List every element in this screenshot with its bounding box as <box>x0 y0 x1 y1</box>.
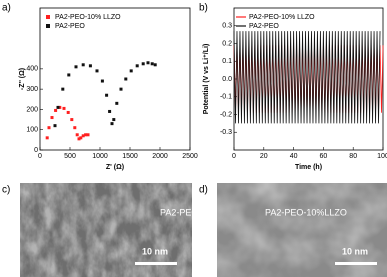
x-tick-label: 2000 <box>152 153 168 160</box>
x-tick-label: 40 <box>290 153 298 160</box>
y-tick-label: 0.0 <box>222 76 232 83</box>
legend-label: PA2-PEO-10% LLZO <box>55 14 121 21</box>
data-point <box>115 101 119 105</box>
legend-marker <box>46 15 50 19</box>
data-point <box>47 126 51 130</box>
plot-frame <box>39 7 191 151</box>
panel-label: a) <box>2 3 11 14</box>
x-tick-label: 20 <box>260 153 268 160</box>
data-point <box>70 118 74 122</box>
data-point <box>150 62 154 66</box>
x-tick-label: 0 <box>232 153 236 160</box>
data-point <box>112 118 116 122</box>
sem-texture <box>217 183 387 277</box>
y-axis-title: Potential (V vs Li⁺/Li) <box>203 44 210 115</box>
x-tick-label: 100 <box>377 153 387 160</box>
x-axis-title: Time (h) <box>295 164 322 171</box>
x-axis-title: Z' (Ω) <box>106 164 124 171</box>
image-caption: PA2-PEO <box>160 207 198 217</box>
data-point <box>61 87 65 91</box>
data-point <box>81 63 85 67</box>
x-tick-label: 1000 <box>92 153 108 160</box>
data-point <box>95 69 99 73</box>
x-tick-label: 80 <box>349 153 357 160</box>
data-point <box>66 110 70 114</box>
data-point <box>54 108 58 112</box>
data-point <box>108 109 112 113</box>
scale-bar-label: 10 nm <box>342 246 368 256</box>
data-point <box>45 136 49 140</box>
data-point <box>75 133 79 137</box>
data-point <box>88 64 92 68</box>
data-point <box>135 64 139 68</box>
data-point <box>124 77 128 81</box>
x-tick-label: 60 <box>320 153 328 160</box>
data-point <box>50 116 54 120</box>
data-line <box>233 31 381 124</box>
data-point <box>74 65 78 69</box>
y-tick-label: 0 <box>34 147 38 154</box>
data-point <box>129 69 133 73</box>
y-tick-label: 100 <box>26 127 38 134</box>
data-point <box>100 79 104 83</box>
y-tick-label: 0.2 <box>222 40 232 47</box>
scale-bar-label: 10 nm <box>142 246 168 256</box>
data-point <box>56 105 60 109</box>
y-tick-label: -0.2 <box>220 111 232 118</box>
y-tick-label: 0.3 <box>222 23 232 30</box>
y-tick-label: 300 <box>26 86 38 93</box>
image-caption: PA2-PEO-10%LLZO <box>265 207 347 217</box>
data-point <box>53 124 57 128</box>
sem-texture <box>20 183 192 277</box>
data-point <box>146 61 150 65</box>
legend-marker <box>46 24 50 28</box>
x-tick-label: 2500 <box>182 153 198 160</box>
panel-label: b) <box>199 3 208 14</box>
scale-bar <box>135 262 177 265</box>
data-point <box>110 122 114 126</box>
data-point <box>119 87 123 91</box>
panel-label: c) <box>2 185 10 196</box>
data-point <box>79 136 83 140</box>
y-tick-label: 200 <box>26 106 38 113</box>
legend-label: PA2-PEO <box>249 23 279 30</box>
x-tick-label: 500 <box>64 153 76 160</box>
x-tick-label: 1500 <box>122 153 138 160</box>
data-point <box>141 62 145 66</box>
scale-bar <box>335 262 377 265</box>
panel-label: d) <box>199 185 208 196</box>
data-point <box>81 134 85 138</box>
x-tick-label: 0 <box>38 153 42 160</box>
y-tick-label: 400 <box>26 66 38 73</box>
data-point <box>58 105 62 109</box>
y-tick-label: -0.3 <box>220 129 232 136</box>
y-axis-title: -Z'' (Ω) <box>19 68 26 90</box>
y-tick-label: -0.1 <box>220 94 232 101</box>
data-point <box>73 126 77 130</box>
legend-label: PA2-PEO <box>55 23 85 30</box>
data-point <box>105 93 109 97</box>
data-point <box>86 133 90 137</box>
data-point <box>153 63 157 67</box>
data-point <box>62 106 66 110</box>
data-point <box>84 133 88 137</box>
y-tick-label: 0.1 <box>222 58 232 65</box>
data-point <box>77 137 81 141</box>
legend-label: PA2-PEO-10% LLZO <box>249 14 315 21</box>
data-point <box>67 73 71 77</box>
